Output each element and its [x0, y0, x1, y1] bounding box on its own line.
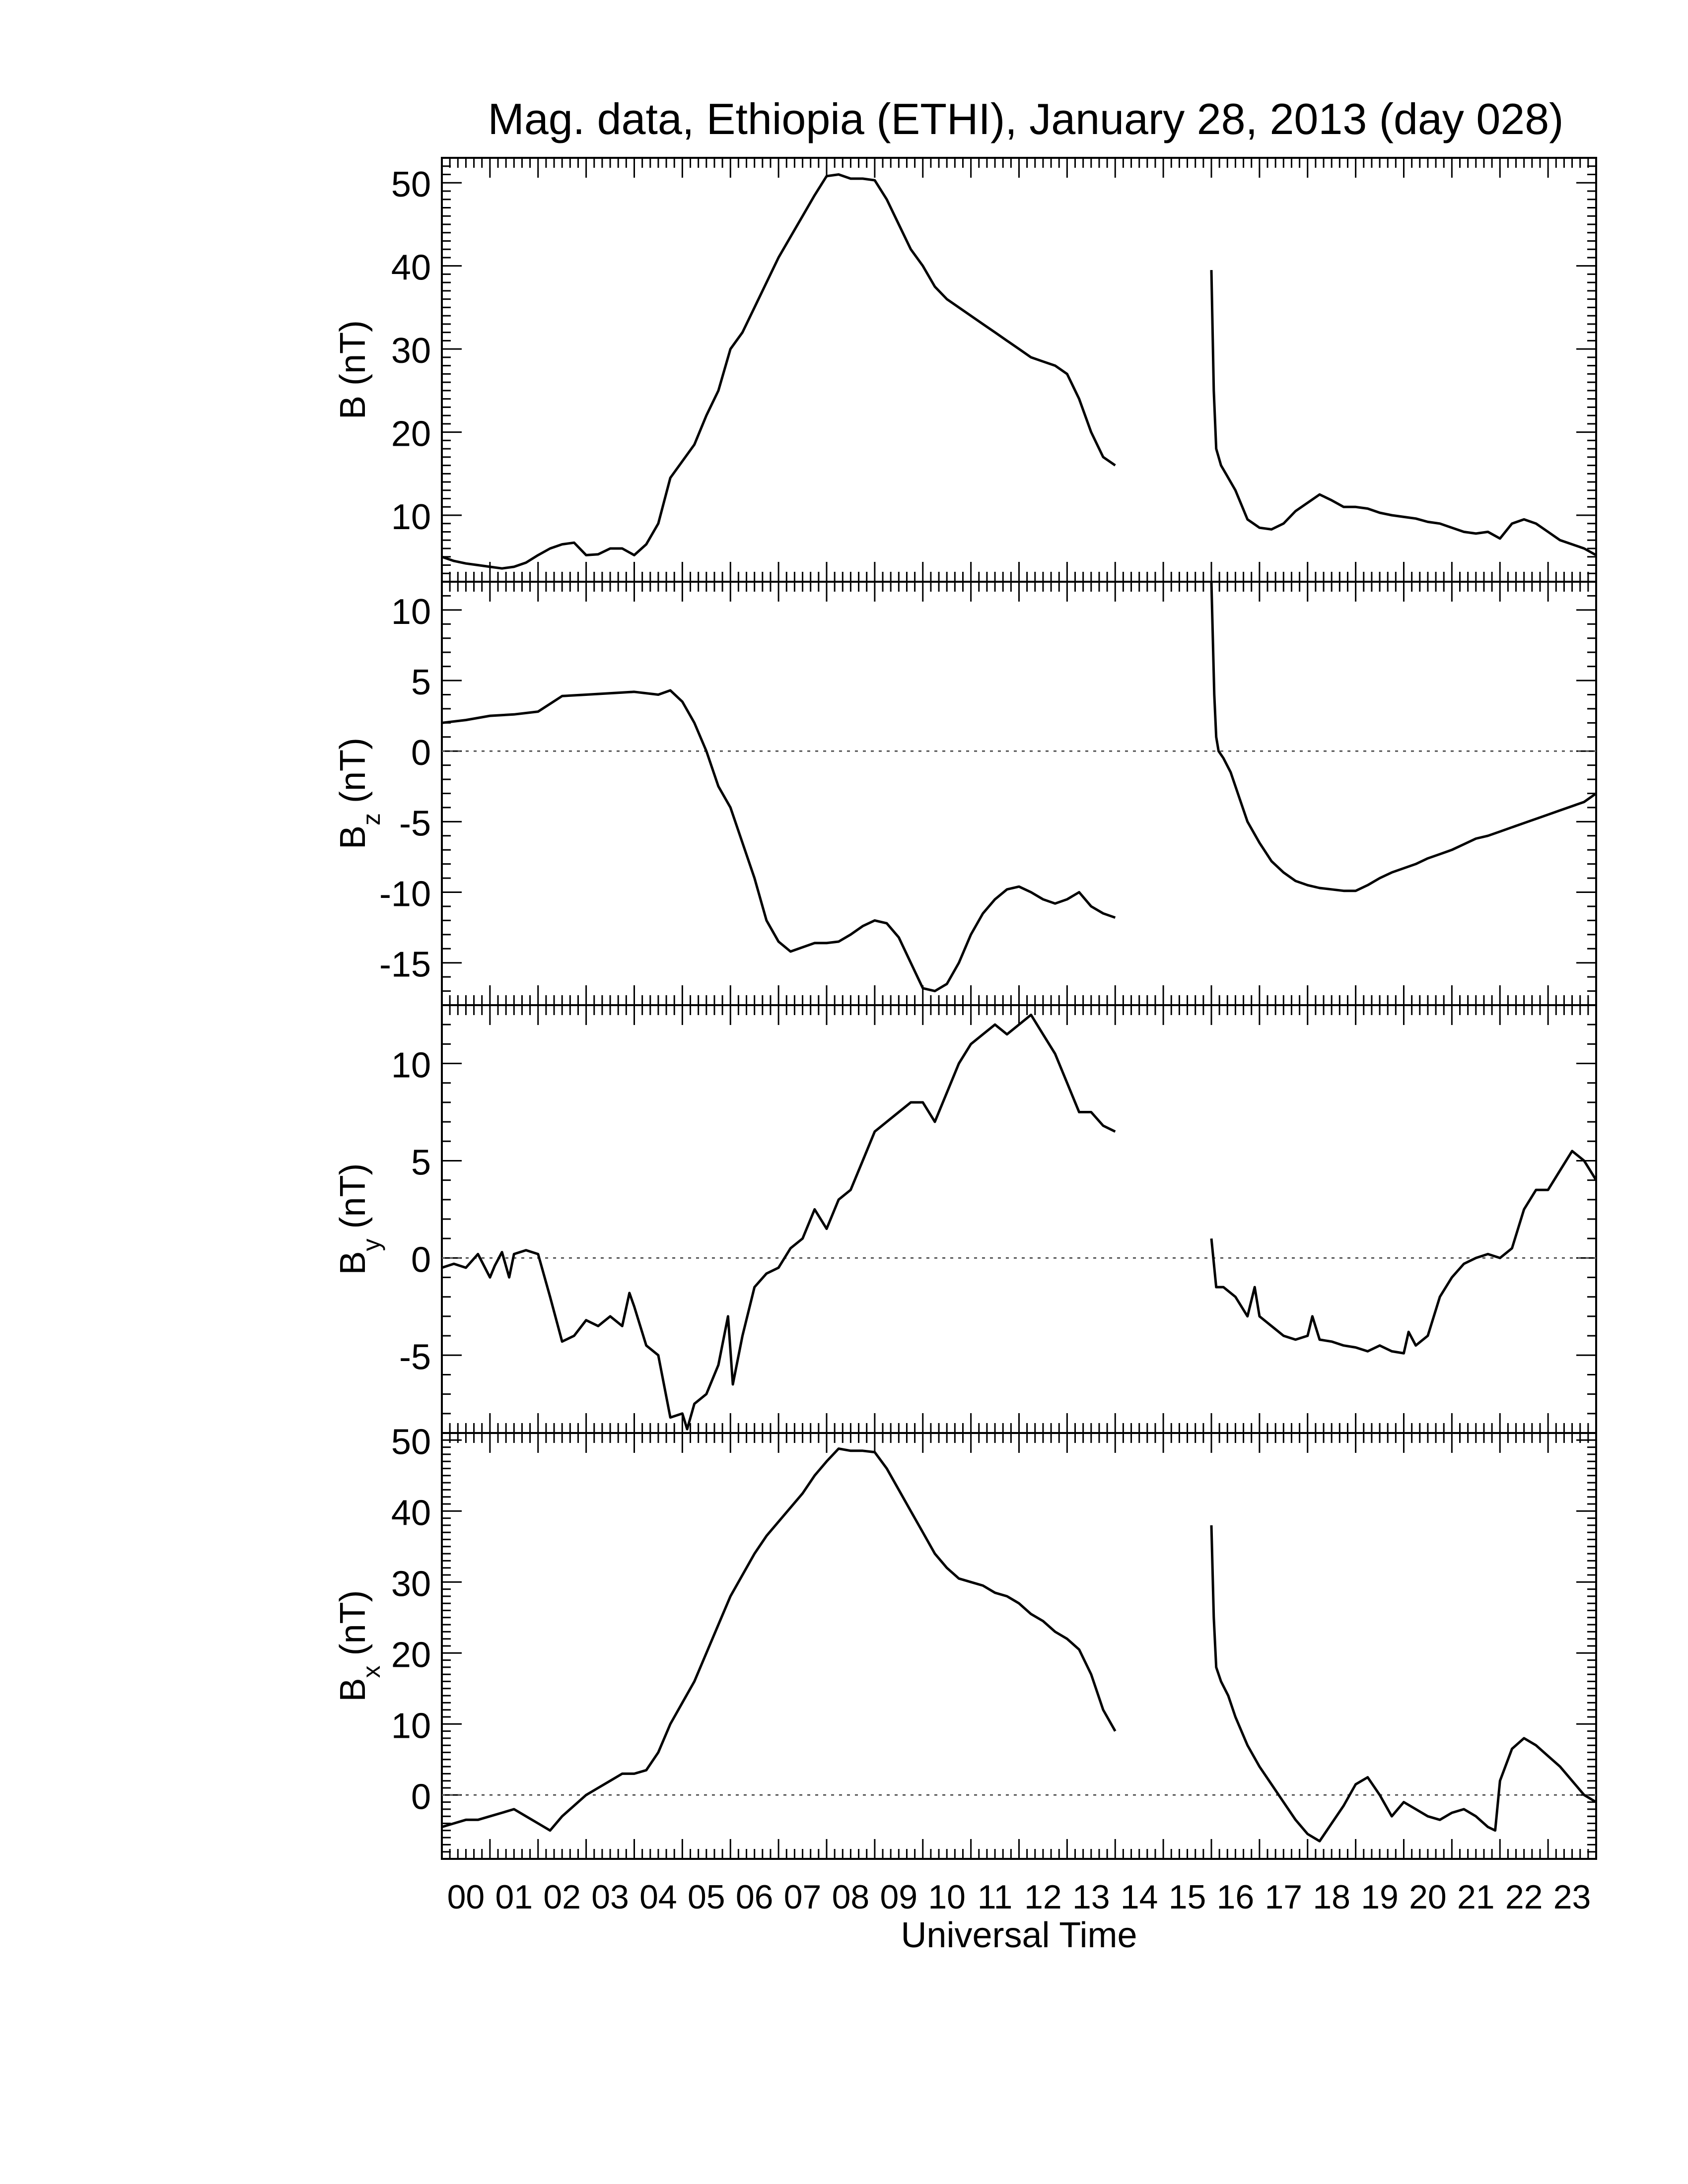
x-tick-label: 17	[1265, 1878, 1302, 1916]
x-tick-label: 11	[978, 1878, 1013, 1916]
y-tick-label: 10	[391, 1706, 431, 1746]
y-tick-label: 50	[391, 1422, 431, 1462]
x-tick-label: 12	[1024, 1878, 1062, 1916]
x-tick-label: 23	[1553, 1878, 1591, 1916]
y-axis-label-Bx: Bx (nT)	[333, 1590, 385, 1702]
data-line-By-1	[441, 1014, 1116, 1431]
x-tick-label: 04	[639, 1878, 677, 1916]
y-tick-label: 20	[391, 1635, 431, 1675]
y-axis-label-By: By (nT)	[333, 1163, 385, 1275]
data-line-B-2	[1210, 270, 1597, 556]
panel-B: 10 20 30 40 50 B (nT)	[333, 157, 1597, 583]
panel-Bx: 0 10 20 30 40 50 Bx (nT) 00 01 02 03 04 05 06 07 08 09 10…	[333, 1422, 1597, 1955]
data-line-B-1	[441, 173, 1116, 570]
y-tick-label: 0	[411, 733, 431, 773]
data-line-Bz-1	[441, 689, 1116, 993]
y-tick-label: 40	[391, 248, 431, 288]
data-line-Bx-1	[441, 1447, 1117, 1832]
y-tick-label: -15	[379, 945, 431, 985]
x-tick-label: 08	[832, 1878, 870, 1916]
y-tick-label: 20	[391, 414, 431, 454]
figure-title: Mag. data, Ethiopia (ETHI), January 28, …	[488, 94, 1564, 143]
x-tick-label: 01	[495, 1878, 533, 1916]
y-tick-label: 0	[411, 1240, 431, 1280]
x-tick-label: 02	[543, 1878, 581, 1916]
x-tick-label: 07	[784, 1878, 822, 1916]
panel-By: -5 0 5 10 By (nT)	[333, 1004, 1598, 1434]
y-tick-label: 5	[411, 1143, 431, 1182]
y-tick-label: 5	[411, 663, 431, 702]
data-line-By-2	[1210, 1150, 1598, 1355]
y-axis-label-B: B (nT)	[333, 320, 373, 419]
y-tick-label: 10	[391, 497, 431, 537]
x-tick-label: 18	[1313, 1878, 1350, 1916]
y-tick-label: 30	[391, 331, 431, 371]
y-tick-label: 40	[391, 1493, 431, 1533]
x-tick-label: 13	[1072, 1878, 1110, 1916]
y-tick-label: 10	[391, 1046, 431, 1086]
x-tick-label: 10	[928, 1878, 966, 1916]
x-tick-label: 19	[1361, 1878, 1399, 1916]
x-tick-label: 03	[591, 1878, 629, 1916]
x-tick-label: 06	[736, 1878, 774, 1916]
x-tick-label: 05	[688, 1878, 725, 1916]
y-tick-label: -5	[399, 804, 431, 843]
data-line-Bx-2	[1210, 1525, 1597, 1843]
y-tick-label: -5	[399, 1337, 431, 1377]
x-tick-label: 14	[1121, 1878, 1158, 1916]
x-tick-label: 15	[1169, 1878, 1206, 1916]
panel-Bz: -15 -10 -5 0 5 10 Bz (nT)	[333, 581, 1597, 1006]
y-tick-label: 30	[391, 1564, 431, 1604]
y-tick-label: 0	[411, 1777, 431, 1817]
x-axis-label: Universal Time	[901, 1915, 1137, 1955]
data-line-Bz-2	[1210, 581, 1597, 892]
x-tick-label: 22	[1505, 1878, 1543, 1916]
y-axis-label-Bz: Bz (nT)	[333, 738, 385, 849]
y-tick-label: -10	[379, 875, 431, 914]
y-tick-label: 50	[391, 165, 431, 205]
x-tick-label: 21	[1457, 1878, 1495, 1916]
x-tick-label: 00	[447, 1878, 485, 1916]
x-tick-label: 16	[1217, 1878, 1255, 1916]
x-tick-label: 20	[1409, 1878, 1447, 1916]
y-tick-label: 10	[391, 592, 431, 632]
x-tick-label: 09	[880, 1878, 917, 1916]
